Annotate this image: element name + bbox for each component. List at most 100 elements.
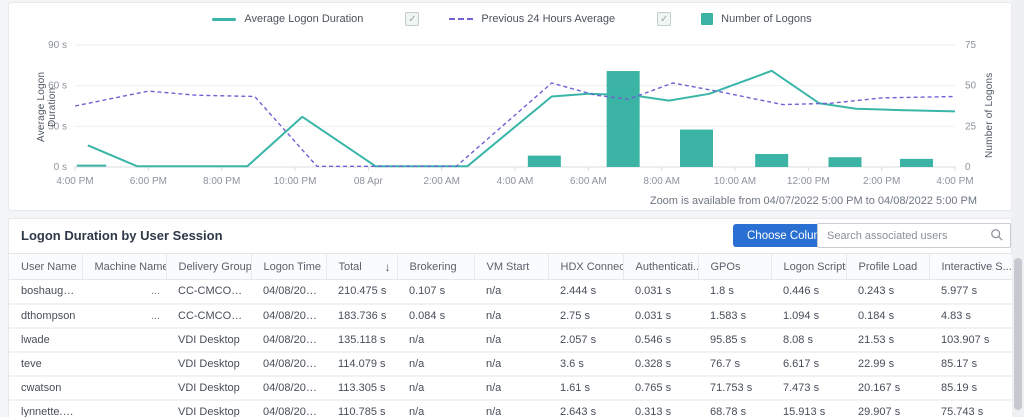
- column-header-label: Machine Name: [94, 260, 166, 273]
- cell-machine-name: ...: [82, 303, 166, 329]
- column-header-machine-name[interactable]: Machine Name: [82, 253, 167, 280]
- column-header-profile-load[interactable]: Profile Load: [846, 253, 930, 280]
- cell-vm-start: n/a: [474, 375, 548, 401]
- column-header-gpos[interactable]: GPOs: [698, 253, 772, 280]
- column-header-user-name[interactable]: User Name: [9, 253, 83, 280]
- column-header-label: Authenticati...: [635, 260, 698, 273]
- search-input[interactable]: [817, 223, 1011, 248]
- cell-authenticati: 0.031 s: [623, 303, 698, 329]
- cell-brokering: n/a: [397, 327, 474, 353]
- cell-machine-name: [82, 351, 166, 377]
- vertical-scrollbar[interactable]: [1012, 0, 1024, 417]
- column-header-interactive-s[interactable]: Interactive S...: [929, 253, 1013, 280]
- cell-vm-start: n/a: [474, 279, 548, 305]
- number-of-logons-bar[interactable]: [755, 153, 789, 167]
- cell-total: 114.079 s: [326, 351, 397, 377]
- column-header-label: User Name: [21, 260, 77, 273]
- cell-profile-load: 0.243 s: [846, 279, 929, 305]
- y-left-tick-label: 0 s: [54, 162, 67, 173]
- search-box: [817, 223, 1011, 248]
- number-of-logons-bar[interactable]: [606, 71, 640, 167]
- cell-hdx-connec: 2.643 s: [548, 399, 623, 417]
- number-of-logons-bar[interactable]: [828, 157, 862, 167]
- column-header-brokering[interactable]: Brokering: [397, 253, 475, 280]
- column-header-label: Delivery Group: [178, 260, 251, 273]
- cell-machine-name: [82, 399, 166, 417]
- cell-total: 135.118 s: [326, 327, 397, 353]
- column-header-delivery-group[interactable]: Delivery Group: [166, 253, 252, 280]
- legend-checkbox-checked-icon[interactable]: ✓: [405, 12, 420, 26]
- cell-vm-start: n/a: [474, 351, 548, 377]
- cell-profile-load: 21.53 s: [846, 327, 929, 353]
- x-tick-label: 4:00 AM: [497, 176, 534, 187]
- y-left-tick-label: 90 s: [48, 40, 67, 51]
- cell-hdx-connec: 1.61 s: [548, 375, 623, 401]
- legend-swatch-bar-icon: [701, 13, 714, 25]
- column-header-vm-start[interactable]: VM Start: [474, 253, 549, 280]
- scrollbar-thumb[interactable]: [1014, 258, 1022, 410]
- legend-item: Average Logon Duration: [212, 13, 363, 25]
- cell-interactive-s: 85.17 s: [929, 351, 1013, 377]
- sort-descending-icon[interactable]: ↓: [384, 259, 391, 274]
- zoom-availability-note: Zoom is available from 04/07/2022 5:00 P…: [649, 195, 977, 207]
- y-left-tick-label: 60 s: [48, 81, 67, 92]
- search-icon[interactable]: [990, 228, 1004, 242]
- column-header-label: Brokering: [409, 260, 457, 273]
- table-toolbar: Logon Duration by User Session Choose Co…: [9, 219, 1011, 253]
- y-right-tick-label: 0: [965, 162, 971, 173]
- cell-vm-start: n/a: [474, 399, 548, 417]
- x-tick-label: 10:00 AM: [714, 176, 756, 187]
- number-of-logons-bar[interactable]: [900, 158, 933, 167]
- legend-checkbox-checked-icon[interactable]: ✓: [657, 12, 672, 26]
- y-right-tick-label: 25: [965, 121, 977, 132]
- cell-brokering: n/a: [397, 351, 474, 377]
- column-header-logon-scripts[interactable]: Logon Scripts: [771, 253, 847, 280]
- cell-machine-name: [82, 375, 166, 401]
- cell-gpos: 1.8 s: [698, 279, 771, 305]
- cell-logon-time: 04/08/2022 11:...: [251, 279, 326, 305]
- cell-delivery-group: CC-CMCOMAPP: [166, 279, 251, 305]
- x-tick-label: 8:00 PM: [203, 176, 240, 187]
- cell-machine-name: [82, 327, 166, 353]
- table-row[interactable]: dthompson...CC-CMCOMAPP04/08/2022 7:1...…: [9, 303, 1013, 329]
- cell-machine-name: ...: [82, 279, 166, 305]
- cell-brokering: n/a: [397, 375, 474, 401]
- legend-label: Number of Logons: [721, 13, 812, 25]
- cell-gpos: 95.85 s: [698, 327, 771, 353]
- cell-interactive-s: 5.977 s: [929, 279, 1013, 305]
- column-header-logon-time[interactable]: Logon Time: [251, 253, 327, 280]
- legend-swatch-dashed-icon: [449, 18, 474, 20]
- cell-total: 110.785 s: [326, 399, 397, 417]
- cell-authenticati: 0.546 s: [623, 327, 698, 353]
- column-header-label: Profile Load: [858, 260, 918, 273]
- column-header-total[interactable]: Total ↓: [326, 253, 398, 280]
- column-header-hdx-connec[interactable]: HDX Connec...: [548, 253, 624, 280]
- number-of-logons-bar[interactable]: [680, 129, 713, 167]
- x-tick-label: 8:00 AM: [643, 176, 680, 187]
- cell-brokering: 0.084 s: [397, 303, 474, 329]
- cell-interactive-s: 85.19 s: [929, 375, 1013, 401]
- cell-total: 113.305 s: [326, 375, 397, 401]
- chart-legend: Average Logon Duration ✓ Previous 24 Hours…: [0, 12, 1024, 26]
- cell-hdx-connec: 2.444 s: [548, 279, 623, 305]
- logon-duration-chart[interactable]: 0 s 30 s 60 s 90 s 0 25 50 75 4:00 PM 6:00 PM 8:00…: [0, 0, 1024, 200]
- number-of-logons-bar[interactable]: [527, 155, 561, 167]
- table-row[interactable]: boshaughnessy...CC-CMCOMAPP04/08/2022 11…: [9, 279, 1013, 305]
- column-header-label: GPOs: [710, 260, 741, 273]
- cell-user-name: boshaughnessy: [9, 279, 82, 305]
- x-tick-label: 4:00 PM: [936, 176, 973, 187]
- cell-logon-scripts: 15.913 s: [771, 399, 846, 417]
- x-tick-label: 2:00 AM: [423, 176, 460, 187]
- cell-user-name: dthompson: [9, 303, 82, 329]
- cell-authenticati: 0.313 s: [623, 399, 698, 417]
- cell-logon-time: 04/08/2022 6:0...: [251, 351, 326, 377]
- column-header-authenticati[interactable]: Authenticati...: [623, 253, 699, 280]
- cell-interactive-s: 103.907 s: [929, 327, 1013, 353]
- cell-logon-scripts: 0.446 s: [771, 279, 846, 305]
- cell-gpos: 68.78 s: [698, 399, 771, 417]
